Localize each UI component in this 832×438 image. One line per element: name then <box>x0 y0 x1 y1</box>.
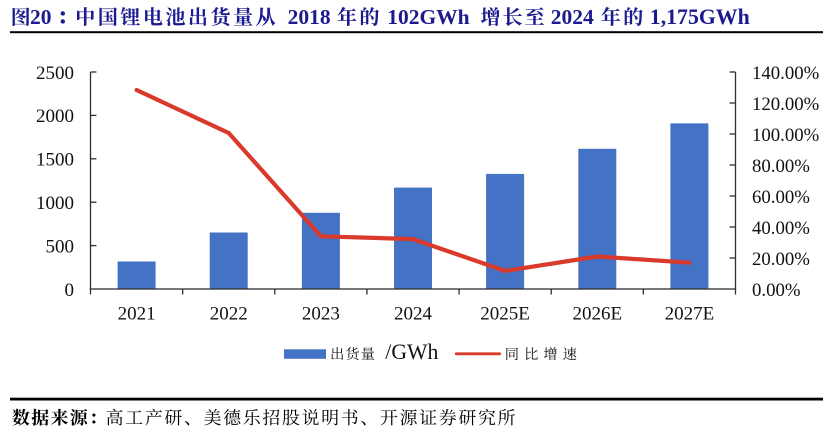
svg-text:2021: 2021 <box>118 303 156 324</box>
svg-text:2027E: 2027E <box>665 303 715 324</box>
svg-text:40.00%: 40.00% <box>752 218 810 239</box>
svg-text:/GWh: /GWh <box>385 340 438 364</box>
svg-text:0.00%: 0.00% <box>752 280 801 301</box>
svg-text:2000: 2000 <box>36 106 74 127</box>
svg-text:2026E: 2026E <box>572 303 622 324</box>
svg-text:2500: 2500 <box>36 63 74 84</box>
svg-text:60.00%: 60.00% <box>752 187 810 208</box>
svg-text:2023: 2023 <box>302 303 340 324</box>
svg-text:2024: 2024 <box>551 5 594 29</box>
svg-text:2025E: 2025E <box>480 303 530 324</box>
svg-text:2018: 2018 <box>288 5 331 29</box>
svg-text:2024: 2024 <box>394 303 433 324</box>
svg-text:100.00%: 100.00% <box>752 125 819 146</box>
svg-text:1,175GWh: 1,175GWh <box>650 5 750 29</box>
svg-text:120.00%: 120.00% <box>752 94 819 115</box>
svg-text:0: 0 <box>65 280 75 301</box>
svg-text:20.00%: 20.00% <box>752 249 810 270</box>
svg-text:80.00%: 80.00% <box>752 156 810 177</box>
svg-text:1500: 1500 <box>36 150 74 171</box>
svg-text:2022: 2022 <box>210 303 248 324</box>
svg-text:1000: 1000 <box>36 193 74 214</box>
svg-text:102GWh: 102GWh <box>387 5 469 29</box>
svg-text:500: 500 <box>46 236 75 257</box>
svg-text:140.00%: 140.00% <box>752 63 819 84</box>
svg-text:20: 20 <box>30 5 52 29</box>
